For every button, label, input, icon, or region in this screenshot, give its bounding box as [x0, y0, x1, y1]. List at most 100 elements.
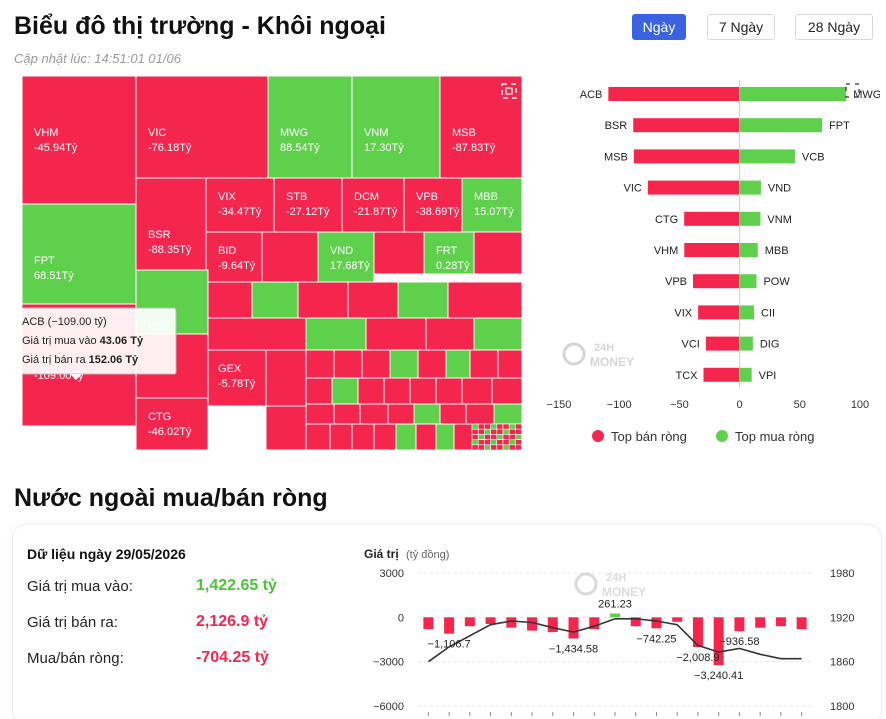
- treemap-tiny-cell[interactable]: [502, 444, 510, 450]
- treemap-small-cell[interactable]: [497, 349, 522, 379]
- treemap-cell-vic[interactable]: [135, 76, 269, 179]
- expand-icon[interactable]: [501, 83, 517, 99]
- net-flow-bar[interactable]: [796, 617, 807, 630]
- treemap-small-cell[interactable]: [409, 377, 437, 405]
- treemap-cell-bid[interactable]: [205, 231, 263, 283]
- treemap-small-cell[interactable]: [329, 423, 353, 450]
- treemap-cell-frt[interactable]: [423, 231, 475, 275]
- net-flow-bar[interactable]: [444, 617, 455, 634]
- treemap-tiny-cell[interactable]: [490, 444, 498, 450]
- buy-bar-vcb[interactable]: [739, 149, 795, 164]
- treemap-small-cell[interactable]: [361, 349, 391, 379]
- treemap-small-cell[interactable]: [389, 349, 419, 379]
- treemap-tiny-cell[interactable]: [471, 444, 479, 450]
- treemap-small-cell[interactable]: [461, 377, 493, 405]
- treemap-tiny-cell[interactable]: [508, 434, 516, 440]
- treemap-cell-fpt[interactable]: [22, 203, 137, 305]
- treemap-tiny-cell[interactable]: [471, 423, 479, 430]
- treemap-small-cell[interactable]: [415, 423, 437, 450]
- buy-bar-vnm[interactable]: [739, 211, 761, 226]
- legend-item-sell[interactable]: Top bán ròng: [592, 429, 687, 444]
- treemap-small-cell[interactable]: [357, 377, 385, 405]
- treemap-small-cell[interactable]: [305, 349, 335, 379]
- treemap-tiny-cell[interactable]: [484, 439, 491, 446]
- net-flow-bar[interactable]: [464, 617, 475, 627]
- treemap-small-cell[interactable]: [453, 423, 473, 450]
- treemap-tiny-cell[interactable]: [471, 428, 479, 435]
- treemap-cell-mbb[interactable]: [461, 177, 522, 233]
- treemap-small-cell[interactable]: [491, 377, 522, 405]
- treemap-filler-cell[interactable]: [473, 317, 522, 351]
- net-flow-bar[interactable]: [485, 617, 496, 624]
- treemap-tiny-cell[interactable]: [496, 428, 504, 435]
- treemap-small-cell[interactable]: [333, 349, 363, 379]
- treemap-filler-cell[interactable]: [265, 349, 307, 407]
- sell-bar-vci[interactable]: [705, 336, 740, 351]
- treemap-cell-vnm[interactable]: [351, 76, 441, 179]
- buy-bar-vnd[interactable]: [739, 180, 761, 195]
- treemap-tiny-cell[interactable]: [490, 428, 498, 435]
- treemap-filler-cell[interactable]: [297, 281, 349, 319]
- net-flow-bar[interactable]: [755, 617, 766, 628]
- net-flow-bar[interactable]: [692, 617, 703, 648]
- treemap-small-cell[interactable]: [435, 423, 455, 450]
- treemap-tiny-cell[interactable]: [477, 428, 485, 435]
- treemap-small-cell[interactable]: [387, 403, 415, 425]
- treemap-tiny-cell[interactable]: [477, 423, 485, 430]
- sell-bar-ctg[interactable]: [684, 211, 740, 226]
- treemap-cell-bsr[interactable]: [135, 177, 207, 271]
- treemap-filler-cell[interactable]: [205, 281, 253, 319]
- treemap-cell-mwg[interactable]: [267, 76, 353, 179]
- treemap-tiny-cell[interactable]: [477, 434, 485, 440]
- treemap-tiny-cell[interactable]: [508, 423, 516, 430]
- treemap-filler-cell[interactable]: [251, 281, 299, 319]
- treemap-cell-ctg[interactable]: [135, 397, 209, 450]
- treemap-small-cell[interactable]: [305, 423, 331, 450]
- net-flow-bar[interactable]: [775, 617, 786, 627]
- buy-bar-cii[interactable]: [739, 305, 755, 320]
- treemap-small-cell[interactable]: [333, 403, 361, 425]
- net-flow-bar[interactable]: [527, 617, 538, 631]
- treemap-tiny-cell[interactable]: [477, 439, 485, 446]
- treemap-small-cell[interactable]: [493, 403, 522, 425]
- treemap-tiny-cell[interactable]: [496, 434, 504, 440]
- treemap-tiny-cell[interactable]: [502, 428, 510, 435]
- treemap-cell-stb[interactable]: [273, 177, 343, 233]
- treemap-small-cell[interactable]: [351, 423, 375, 450]
- net-flow-bar[interactable]: [672, 617, 683, 622]
- treemap-tiny-cell[interactable]: [496, 444, 504, 450]
- buy-bar-mbb[interactable]: [739, 243, 758, 257]
- treemap-tiny-cell[interactable]: [471, 434, 479, 440]
- treemap-small-cell[interactable]: [439, 403, 467, 425]
- treemap-cell-vpb[interactable]: [403, 177, 463, 233]
- tab-7-days[interactable]: 7 Ngày: [707, 14, 775, 40]
- treemap-cell-vnd[interactable]: [317, 231, 375, 283]
- treemap-tiny-cell[interactable]: [484, 423, 491, 430]
- net-flow-bar[interactable]: [423, 617, 434, 630]
- net-flow-bar[interactable]: [651, 617, 662, 629]
- treemap-small-cell[interactable]: [331, 377, 359, 405]
- treemap-tiny-cell[interactable]: [477, 444, 485, 450]
- treemap-small-cell[interactable]: [435, 377, 463, 405]
- treemap-filler-cell[interactable]: [447, 281, 522, 319]
- treemap-small-cell[interactable]: [465, 403, 495, 425]
- treemap-tiny-cell[interactable]: [515, 434, 522, 440]
- tab-day[interactable]: Ngày: [632, 14, 686, 40]
- treemap-small-cell[interactable]: [413, 403, 441, 425]
- treemap-tiny-cell[interactable]: [484, 428, 491, 435]
- treemap-small-cell[interactable]: [383, 377, 411, 405]
- net-flow-bar[interactable]: [589, 617, 600, 630]
- treemap-cell-vhm[interactable]: [22, 76, 137, 205]
- treemap-tiny-cell[interactable]: [508, 439, 516, 446]
- buy-bar-dig[interactable]: [739, 336, 753, 351]
- buy-bar-mwg[interactable]: [739, 87, 847, 101]
- expand-icon[interactable]: [845, 83, 860, 98]
- treemap-tiny-cell[interactable]: [496, 423, 504, 430]
- tab-28-days[interactable]: 28 Ngày: [795, 14, 873, 40]
- net-flow-bar[interactable]: [630, 617, 641, 627]
- net-flow-bar[interactable]: [610, 613, 620, 618]
- sell-bar-tcx[interactable]: [703, 367, 740, 382]
- treemap-tiny-cell[interactable]: [508, 428, 516, 435]
- treemap-tiny-cell[interactable]: [484, 444, 491, 450]
- treemap-cell-gex[interactable]: [205, 349, 267, 407]
